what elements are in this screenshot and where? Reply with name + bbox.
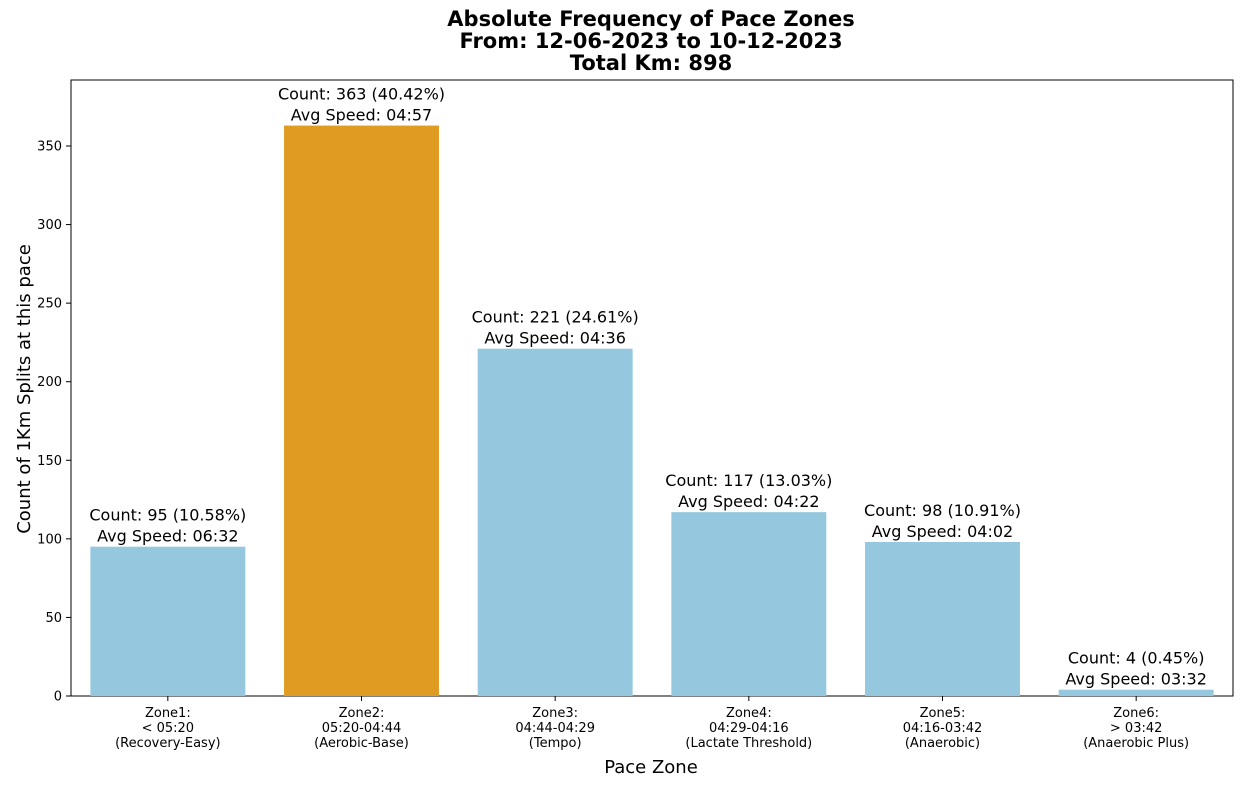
x-tick-label: (Aerobic-Base) [314,736,409,751]
bar-data-label: Count: 4 (0.45%) [1068,649,1205,668]
bar-data-label: Avg Speed: 04:02 [872,522,1013,541]
bar-zone1 [90,546,246,696]
bar-zone5 [865,542,1020,696]
x-tick-label: Zone6: [1113,706,1159,721]
x-tick-label: Zone5: [920,706,966,721]
y-tick-label: 100 [37,532,62,547]
bar-zone4 [671,512,827,696]
x-axis: Zone1:< 05:20(Recovery-Easy) Zone2:05:20-… [115,696,1189,751]
y-tick-label: 300 [37,218,62,233]
bar-data-label: Avg Speed: 06:32 [97,527,238,546]
chart-title-line: Total Km: 898 [570,51,732,75]
bar-data-label: Avg Speed: 04:36 [484,329,625,348]
y-tick-label: 50 [45,611,62,626]
bars [90,125,1214,697]
bar-data-label: Count: 221 (24.61%) [472,308,639,327]
x-tick-label: 04:16-03:42 [903,721,983,736]
x-tick-label: 05:20-04:44 [322,721,402,736]
x-tick-label: Zone3: [532,706,578,721]
chart-title-line: From: 12-06-2023 to 10-12-2023 [459,29,842,53]
x-tick-label: > 03:42 [1110,721,1163,736]
y-tick-label: 150 [37,454,62,469]
y-tick-label: 350 [37,140,62,155]
x-tick-label: Zone1: [145,706,191,721]
bar-data-label: Count: 363 (40.42%) [278,85,445,104]
x-tick-label: Zone2: [339,706,385,721]
chart-title-line: Absolute Frequency of Pace Zones [447,7,854,31]
bar-data-label: Count: 117 (13.03%) [665,471,832,490]
x-tick-label: (Lactate Threshold) [685,736,812,751]
bar-labels: Count: 95 (10.58%) Avg Speed: 06:32 Count:… [89,85,1207,689]
y-tick-label: 250 [37,297,62,312]
bar-data-label: Avg Speed: 04:57 [291,106,432,125]
x-tick-label: < 05:20 [142,721,195,736]
bar-data-label: Count: 98 (10.91%) [864,501,1021,520]
x-tick-label: (Anaerobic Plus) [1083,736,1189,751]
x-tick-label: 04:44-04:29 [515,721,595,736]
bar-zone3 [477,348,633,696]
x-tick-label: (Recovery-Easy) [115,736,221,751]
bar-data-label: Avg Speed: 04:22 [678,492,819,511]
y-axis-label: Count of 1Km Splits at this pace [14,244,35,534]
x-tick-label: 04:29-04:16 [709,721,789,736]
bar-zone2 [284,125,439,697]
x-tick-label: (Tempo) [529,736,582,751]
bar-data-label: Avg Speed: 03:32 [1065,670,1206,689]
y-tick-label: 200 [37,375,62,390]
x-tick-label: Zone4: [726,706,772,721]
y-axis: 0 50 100 150 200 250 300 350 [37,140,71,705]
plot-frame [70,79,1234,697]
bar-data-label: Count: 95 (10.58%) [89,506,246,525]
bar-zone6 [1058,689,1214,696]
plot-area [70,79,1234,697]
y-tick-label: 0 [54,690,62,705]
x-axis-label: Pace Zone [604,757,698,778]
x-tick-label: (Anaerobic) [905,736,980,751]
